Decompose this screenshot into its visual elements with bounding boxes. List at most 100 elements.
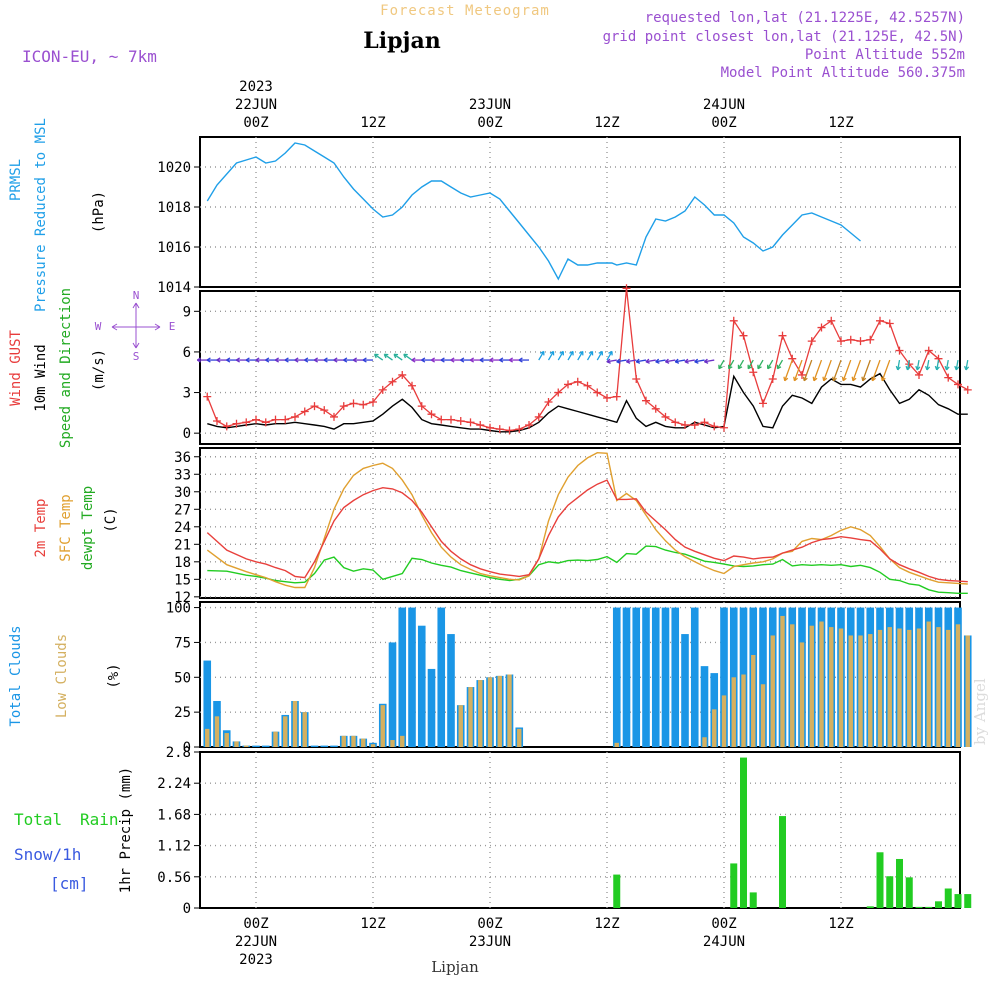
y-tick-label: 33: [174, 467, 191, 483]
total-clouds-bar: [408, 607, 416, 747]
top-time-label: 12Z: [828, 115, 853, 131]
wind-direction-arrowhead: [776, 364, 782, 370]
wind-gust-point: [612, 392, 621, 401]
chart-title: Forecast Meteogram: [380, 3, 550, 19]
wind-gust-point: [817, 323, 826, 332]
wind-direction-arrow: [793, 359, 803, 381]
wind-direction-arrowhead: [245, 357, 250, 363]
wind-direction-arrow: [547, 351, 555, 361]
low-clouds-bar: [926, 621, 931, 747]
wind-direction-arrowhead: [450, 357, 455, 363]
bottom-time-label: 22JUN: [235, 934, 277, 950]
wind-direction-arrowhead: [469, 357, 475, 363]
total-clouds-bar: [671, 607, 680, 747]
wind-direction-arrow: [393, 353, 403, 361]
point-altitude: Point Altitude 552m: [805, 47, 965, 63]
wind-direction-arrow: [926, 359, 930, 371]
low-clouds-bar: [770, 635, 775, 747]
low-clouds-bar: [838, 628, 844, 747]
wind-direction-arrowhead: [793, 376, 798, 382]
wind-direction-arrow: [881, 359, 891, 381]
wind-gust-point: [525, 421, 533, 430]
wind-gust-point: [554, 388, 563, 397]
wind-direction-arrowhead: [549, 350, 555, 356]
wind-direction-arrow: [916, 359, 920, 371]
wind-gust-point: [271, 415, 280, 424]
wind-direction-arrowhead: [284, 357, 289, 363]
wind-direction-arrowhead: [684, 358, 689, 364]
total-clouds-bar: [388, 642, 397, 747]
total-clouds-bar: [310, 745, 319, 747]
temp-unit-label: (C): [103, 507, 119, 532]
y-tick-label: 9: [183, 304, 191, 320]
y-tick-label: 24: [174, 520, 191, 536]
wind-direction-arrow: [694, 359, 705, 363]
wind-direction-arrow: [784, 359, 793, 381]
wind-direction-ylabel: Speed and Direction: [58, 288, 74, 448]
wind-gust-point: [798, 370, 806, 379]
wind-direction-arrowhead: [915, 365, 921, 371]
temp-2m-ylabel: 2m Temp: [33, 498, 49, 557]
wind-direction-arrowhead: [440, 357, 445, 363]
wind-gust-point: [866, 335, 875, 344]
top-time-label: 00Z: [711, 115, 736, 131]
total-clouds-bar: [651, 607, 660, 747]
wind-gust-point: [408, 381, 416, 390]
wind-direction-arrowhead: [460, 357, 465, 363]
low-clouds-bar: [946, 629, 951, 747]
wind-gust-point: [690, 421, 699, 430]
y-tick-label: 0.56: [157, 870, 191, 886]
wind-gust-point: [622, 284, 631, 293]
wind-direction-arrowhead: [518, 357, 523, 363]
precip-bar: [876, 852, 884, 908]
low-clouds-bar: [721, 695, 727, 747]
wind-direction-arrowhead: [812, 376, 818, 382]
precip-bar: [915, 906, 923, 908]
low-clouds-bar: [507, 674, 512, 747]
low-clouds-bar: [400, 735, 405, 747]
wind-gust-point: [564, 380, 572, 389]
wind-gust-point: [456, 416, 465, 425]
wind-gust-point: [505, 426, 514, 435]
wind-gust-point: [837, 337, 845, 346]
y-tick-label: 2.8: [166, 745, 191, 761]
wind-direction-arrowhead: [944, 365, 950, 371]
wind-gust-point: [330, 412, 338, 421]
wind-direction-arrow: [557, 351, 564, 361]
wind-gust-point: [583, 381, 592, 390]
wind-gust-point: [807, 337, 816, 346]
bottom-time-label: 00Z: [243, 916, 268, 932]
bottom-time-label: 12Z: [828, 916, 853, 932]
low-clouds-bar: [712, 709, 717, 747]
wind-direction-arrow: [636, 359, 647, 363]
wind-gust-point: [671, 418, 680, 427]
wind-direction-arrow: [383, 353, 393, 361]
wind-gust-point: [300, 407, 309, 416]
y-tick-label: 1014: [157, 280, 191, 296]
total-clouds-bar: [681, 634, 689, 747]
wind-direction-arrowhead: [934, 365, 940, 371]
precip-bar: [954, 894, 962, 908]
watermark: by Angel: [971, 678, 989, 745]
wind-direction-arrowhead: [608, 350, 613, 356]
wind-direction-arrowhead: [588, 350, 594, 356]
top-time-label: 00Z: [477, 115, 502, 131]
wind-gust-point: [398, 370, 407, 379]
y-tick-label: 1016: [157, 240, 191, 256]
wind-gust-point: [261, 418, 270, 427]
precip-bar: [613, 874, 621, 908]
wind-direction-arrow: [538, 351, 545, 361]
wind-gust-point: [944, 373, 953, 382]
wind-gust-point: [486, 423, 494, 432]
wind-direction-arrowhead: [274, 357, 280, 363]
header: Forecast Meteogram Lipjan ICON-EU, ~ 7km…: [22, 3, 965, 81]
wind-gust-point: [924, 346, 933, 355]
wind-gust-point: [447, 415, 455, 424]
precip-cm-label: [cm]: [50, 874, 89, 893]
wind-gust-point: [369, 398, 377, 407]
precip-bar: [886, 876, 894, 908]
precip-bar: [730, 863, 738, 908]
total-clouds-bar: [417, 625, 426, 747]
wind-gust-point: [661, 412, 670, 421]
